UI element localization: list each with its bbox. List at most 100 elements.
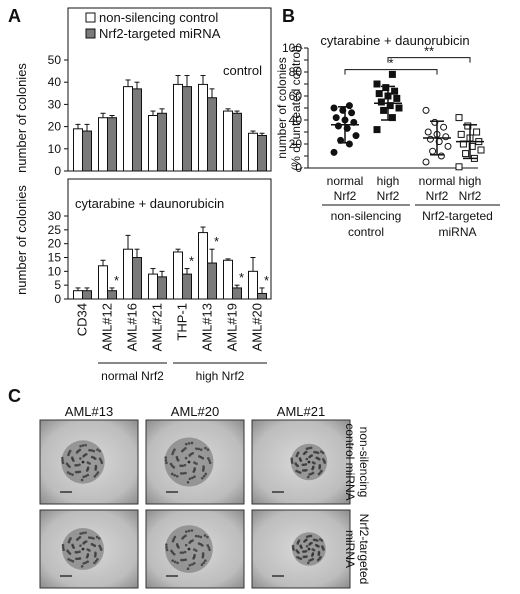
colony-cell xyxy=(78,463,81,467)
colony-cell xyxy=(321,451,325,455)
colony-cell xyxy=(190,529,194,532)
b-point xyxy=(422,158,430,166)
colony-cell xyxy=(317,457,321,461)
colony-cell xyxy=(309,534,313,538)
significance-star: * xyxy=(214,234,219,249)
bar-AML#12-0 xyxy=(98,265,108,300)
colony-cell xyxy=(86,473,90,477)
b-ylabel-line1: number of colonies xyxy=(275,57,289,158)
colony-cell xyxy=(184,471,187,475)
colony-cell xyxy=(90,536,93,540)
b-caption-1: non-silencing xyxy=(331,209,402,223)
colony-cell xyxy=(165,548,169,552)
bar-AML#16-1 xyxy=(132,257,142,300)
b-group-label-1: high xyxy=(377,174,400,188)
b-point xyxy=(382,84,390,92)
c-row-label-2: miRNA xyxy=(343,530,357,568)
colony-cell xyxy=(305,447,309,451)
b-group-labels: normalNrf2highNrf2normalNrf2highNrf2non-… xyxy=(322,174,500,239)
b-point xyxy=(424,128,432,136)
colony-cell xyxy=(291,544,295,548)
bar-AML#12-0 xyxy=(98,117,108,172)
colony-cell xyxy=(69,537,72,540)
significance-star: * xyxy=(264,273,269,288)
colony-cell xyxy=(84,540,88,543)
colony-cell xyxy=(170,549,173,553)
bar-AML#12-1 xyxy=(107,290,117,300)
b-caption-2: control xyxy=(348,225,384,239)
colony-cell xyxy=(307,460,311,464)
colony-cell xyxy=(75,557,78,561)
colony-cell xyxy=(87,536,91,539)
b-point xyxy=(345,102,353,110)
colony-cell xyxy=(290,457,293,461)
b-title: cytarabine + daunorubicin xyxy=(320,33,469,48)
colony-cell xyxy=(320,539,324,542)
colony-cell xyxy=(294,462,297,465)
bar-CD34-1 xyxy=(82,130,92,172)
b-point xyxy=(332,114,340,122)
colony-cell xyxy=(79,544,82,547)
group-label: high Nrf2 xyxy=(196,369,245,383)
b-sig-bracket xyxy=(387,57,471,63)
bar-CD34-1 xyxy=(82,290,92,300)
colony-cell xyxy=(97,537,101,540)
colony-cell xyxy=(74,470,78,474)
colony-cell xyxy=(95,535,99,539)
bar-AML#13-1 xyxy=(207,97,217,172)
colony-cell xyxy=(175,455,179,459)
colony-cell xyxy=(71,559,75,563)
b-ylabel-line2: (% of untreated control) xyxy=(289,45,303,170)
colony-cell xyxy=(182,558,185,562)
b-sig: *** xyxy=(344,44,471,75)
significance-star: * xyxy=(189,254,194,269)
b-point xyxy=(348,109,356,117)
colony-cell xyxy=(302,555,305,559)
colony-cell xyxy=(92,449,96,453)
category-label: THP-1 xyxy=(175,303,190,341)
colony-cell xyxy=(79,457,82,460)
bar-AML#19-0 xyxy=(223,259,233,300)
colony-cell xyxy=(305,545,309,548)
colony-cell xyxy=(204,446,207,450)
a-top-title: control xyxy=(223,63,262,78)
b-ytick-label: 80 xyxy=(289,65,303,79)
colony-cell xyxy=(79,444,82,448)
b-points xyxy=(330,70,485,171)
colony-cell xyxy=(190,563,194,566)
category-label: AML#12 xyxy=(100,303,115,351)
colony-cell xyxy=(165,461,168,465)
colony-cell xyxy=(171,539,175,543)
bar-CD34-0 xyxy=(73,128,83,172)
colony-cell xyxy=(65,462,69,466)
colony-cell xyxy=(192,470,195,473)
colony-cell xyxy=(187,529,191,533)
colony-cell xyxy=(192,548,196,551)
colony-cell xyxy=(173,535,177,539)
colony-cell xyxy=(204,559,207,562)
colony-cell xyxy=(306,475,310,479)
colony-cell xyxy=(184,558,187,562)
b-group-label-2: Nrf2 xyxy=(334,189,357,203)
b-point xyxy=(373,80,381,88)
bar-AML#21-1 xyxy=(157,112,167,172)
a-bottom-ylabel: number of colonies xyxy=(14,185,29,295)
bar-AML#20-1 xyxy=(257,292,267,300)
colony-cell xyxy=(171,452,174,456)
b-point xyxy=(442,133,450,141)
colony-cell xyxy=(76,557,80,561)
c-row-label-2: control miRNA xyxy=(343,423,357,500)
colony-cell xyxy=(310,541,313,545)
colony-cell xyxy=(184,543,188,547)
colony-cell xyxy=(195,447,198,450)
b-ytick-label: 100 xyxy=(282,41,302,55)
b-sig-bracket xyxy=(344,69,438,75)
legend-label-white: non-silencing control xyxy=(99,10,218,25)
b-point xyxy=(455,114,463,122)
colony-cell xyxy=(310,454,314,457)
a-bottom-title: cytarabine + daunorubicin xyxy=(75,196,224,211)
colony-cell xyxy=(78,536,82,539)
a-bottom-stars: * * * * * xyxy=(114,234,269,288)
b-point xyxy=(375,90,383,98)
